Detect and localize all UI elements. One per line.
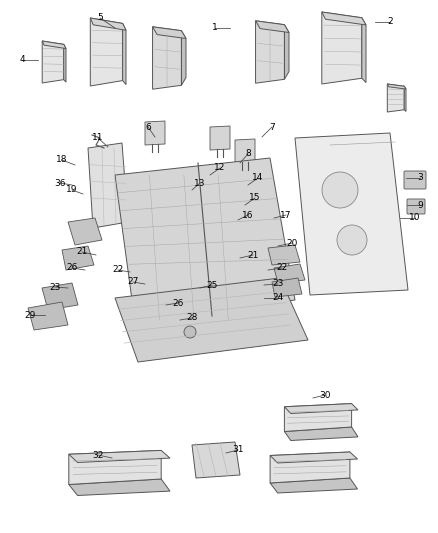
Polygon shape — [270, 452, 350, 483]
Text: 4: 4 — [19, 55, 25, 64]
Polygon shape — [115, 158, 295, 322]
Polygon shape — [42, 41, 64, 83]
Polygon shape — [284, 403, 358, 414]
Polygon shape — [272, 278, 302, 297]
Text: 23: 23 — [49, 282, 61, 292]
Text: 26: 26 — [66, 263, 78, 272]
Text: 7: 7 — [269, 123, 275, 132]
Text: 25: 25 — [206, 280, 218, 289]
Polygon shape — [181, 31, 186, 85]
Text: 12: 12 — [214, 164, 226, 173]
Text: 10: 10 — [409, 214, 421, 222]
Text: 2: 2 — [387, 18, 393, 27]
Polygon shape — [255, 21, 284, 83]
Text: 8: 8 — [245, 149, 251, 158]
Text: 27: 27 — [127, 278, 139, 287]
Text: 15: 15 — [249, 193, 261, 203]
Polygon shape — [387, 84, 404, 112]
Polygon shape — [270, 452, 357, 463]
Polygon shape — [192, 442, 240, 478]
Polygon shape — [404, 86, 406, 111]
Polygon shape — [322, 12, 362, 84]
Circle shape — [184, 326, 196, 338]
Polygon shape — [387, 84, 406, 89]
Circle shape — [337, 225, 367, 255]
Polygon shape — [322, 12, 366, 25]
Polygon shape — [69, 450, 170, 463]
Text: 1: 1 — [212, 23, 218, 33]
Polygon shape — [69, 479, 170, 496]
Polygon shape — [28, 302, 68, 330]
Text: 3: 3 — [417, 174, 423, 182]
Text: 21: 21 — [247, 251, 259, 260]
Text: 36: 36 — [54, 179, 66, 188]
Text: 32: 32 — [92, 450, 104, 459]
Polygon shape — [115, 278, 308, 362]
Text: 28: 28 — [186, 313, 198, 322]
FancyBboxPatch shape — [407, 199, 425, 214]
Polygon shape — [42, 283, 78, 310]
Text: 21: 21 — [76, 247, 88, 256]
Polygon shape — [268, 245, 300, 265]
Text: 6: 6 — [145, 123, 151, 132]
Text: 26: 26 — [172, 298, 184, 308]
Text: 22: 22 — [113, 265, 124, 274]
Text: 5: 5 — [97, 13, 103, 22]
Text: 20: 20 — [286, 238, 298, 247]
Polygon shape — [284, 403, 352, 432]
Polygon shape — [62, 246, 94, 270]
Polygon shape — [123, 23, 126, 85]
Text: 19: 19 — [66, 185, 78, 195]
Text: 14: 14 — [252, 174, 264, 182]
Text: 23: 23 — [272, 279, 284, 288]
Text: 30: 30 — [319, 391, 331, 400]
Text: 18: 18 — [56, 156, 68, 165]
Text: 9: 9 — [417, 200, 423, 209]
Text: 29: 29 — [25, 311, 35, 319]
Text: 16: 16 — [242, 211, 254, 220]
Polygon shape — [255, 21, 289, 33]
Text: 13: 13 — [194, 179, 206, 188]
Text: 24: 24 — [272, 294, 284, 303]
Text: 31: 31 — [232, 446, 244, 455]
Polygon shape — [270, 478, 357, 493]
Polygon shape — [69, 450, 161, 484]
Polygon shape — [68, 218, 102, 245]
Polygon shape — [90, 18, 123, 86]
Text: 17: 17 — [280, 211, 292, 220]
Polygon shape — [42, 41, 66, 49]
Circle shape — [322, 172, 358, 208]
Polygon shape — [235, 139, 255, 163]
Text: 22: 22 — [276, 263, 288, 272]
FancyBboxPatch shape — [404, 171, 426, 189]
Polygon shape — [274, 264, 305, 283]
Polygon shape — [145, 121, 165, 145]
Text: 11: 11 — [92, 133, 104, 142]
Polygon shape — [284, 427, 358, 440]
Polygon shape — [88, 143, 128, 228]
Polygon shape — [90, 18, 126, 30]
Polygon shape — [284, 25, 289, 79]
Polygon shape — [362, 18, 366, 83]
Polygon shape — [210, 126, 230, 150]
Polygon shape — [152, 27, 186, 38]
Polygon shape — [64, 44, 66, 82]
Polygon shape — [152, 27, 181, 89]
Polygon shape — [295, 133, 408, 295]
